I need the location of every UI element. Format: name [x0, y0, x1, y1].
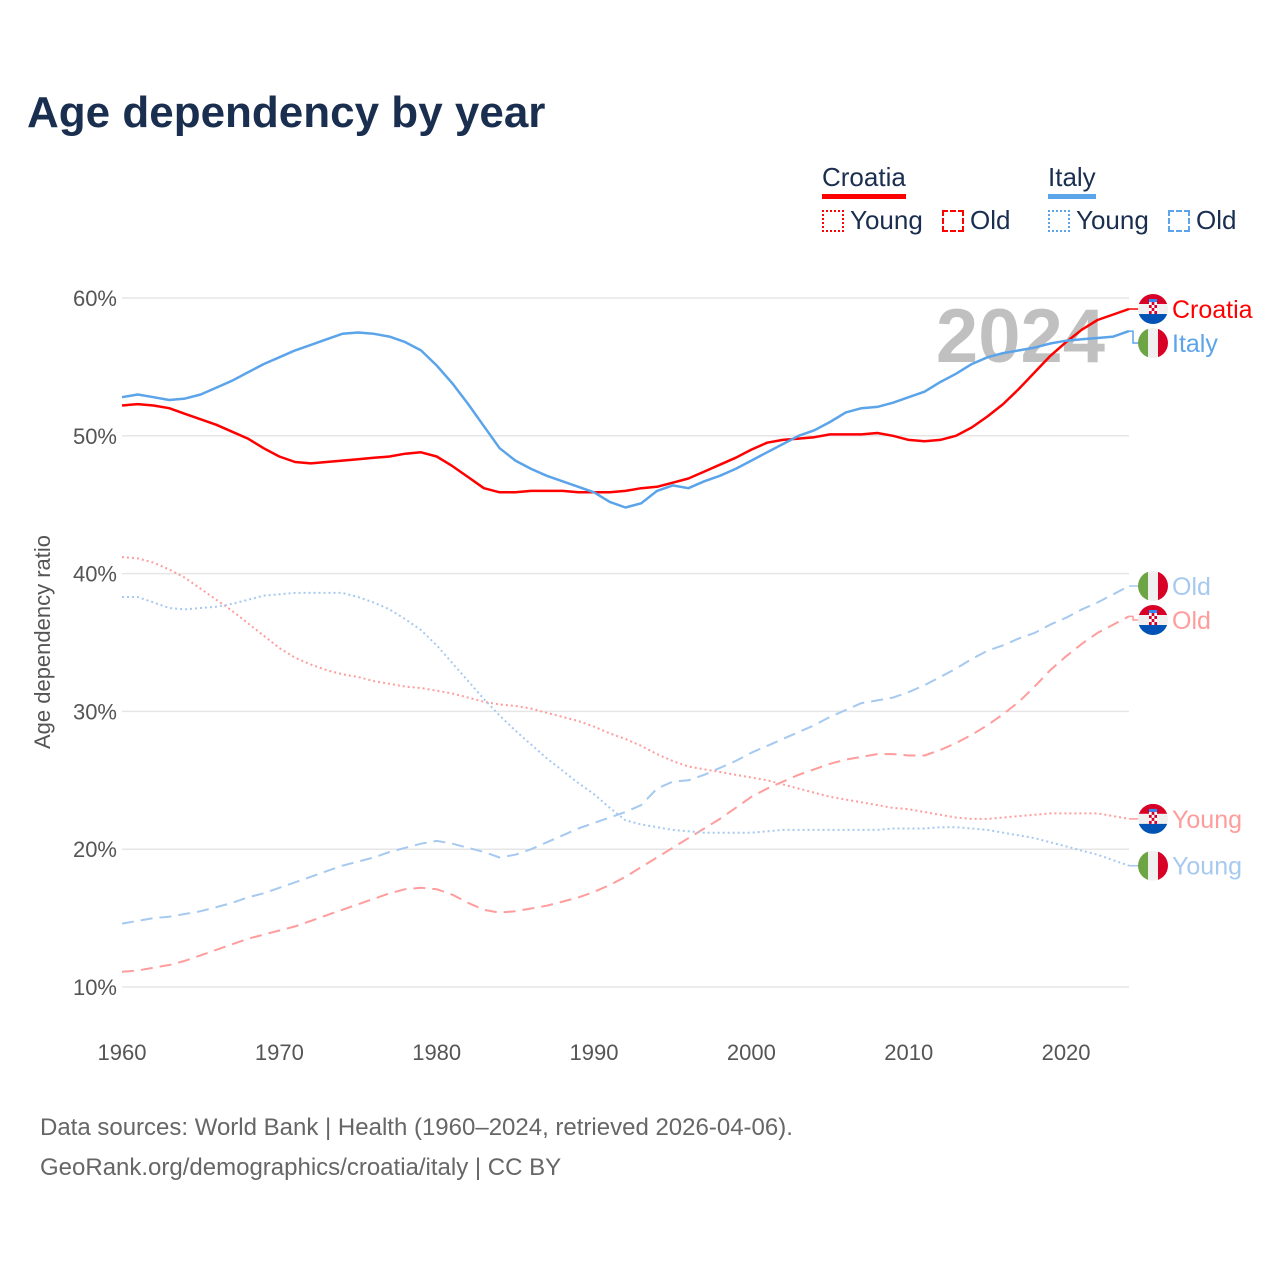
dashed-swatch-icon — [1168, 209, 1190, 232]
legend-italy-old[interactable]: Old — [1168, 205, 1236, 236]
flag-red — [1158, 328, 1168, 359]
series-line-italy — [121, 329, 1130, 509]
flag-checker — [1154, 613, 1158, 617]
end-label: Old — [1172, 573, 1211, 601]
y-tick-label: 50% — [73, 424, 117, 449]
flag-checker — [1149, 619, 1152, 623]
end-label: Young — [1172, 853, 1242, 881]
legend-croatia-old[interactable]: Old — [942, 205, 1010, 236]
flag-checker — [1149, 817, 1152, 821]
italy-flag-icon — [1138, 571, 1168, 602]
flag-blue — [1138, 823, 1168, 834]
flag-checker — [1154, 817, 1158, 821]
legend-label: Old — [970, 205, 1011, 235]
y-tick-label: 10% — [73, 975, 117, 1000]
label-connector — [1129, 330, 1139, 344]
flag-body — [1138, 850, 1168, 881]
end-label: Young — [1172, 806, 1242, 834]
flag-blue — [1138, 625, 1168, 636]
end-label: Italy — [1172, 330, 1218, 358]
y-axis-label: Age dependency ratio — [30, 535, 55, 749]
y-tick-label: 30% — [73, 699, 117, 724]
dotted-swatch-icon — [1048, 209, 1070, 232]
legend-croatia-line — [822, 194, 906, 199]
legend-croatia[interactable]: Croatia — [822, 162, 906, 199]
flag-green — [1138, 850, 1148, 881]
series-line-croatia — [121, 307, 1130, 494]
legend-italy-young[interactable]: Young — [1048, 205, 1149, 236]
flag-green — [1138, 571, 1148, 602]
italy-flag-icon — [1138, 850, 1168, 881]
y-tick-label: 60% — [73, 286, 117, 311]
flag-crown — [1149, 808, 1157, 812]
flag-body — [1138, 328, 1168, 359]
end-label: Croatia — [1172, 296, 1253, 324]
flag-body — [1138, 294, 1168, 325]
flag-body — [1138, 605, 1168, 636]
flag-blue — [1138, 314, 1168, 325]
flag-body — [1138, 803, 1168, 834]
legend-croatia-young[interactable]: Young — [822, 205, 923, 236]
flag-crown — [1149, 299, 1157, 303]
legend-croatia-label: Croatia — [822, 162, 906, 192]
flag-crown — [1149, 610, 1157, 614]
dashed-swatch-icon — [942, 209, 964, 232]
label-connector — [1129, 615, 1139, 621]
series-line-croatia-young — [121, 556, 1130, 820]
flag-green — [1138, 328, 1148, 359]
legend-label: Old — [1196, 205, 1237, 235]
flag-body — [1138, 571, 1168, 602]
italy-flag-icon — [1138, 328, 1168, 359]
footer: Data sources: World Bank | Health (1960–… — [40, 1108, 793, 1188]
flag-white — [1148, 328, 1158, 359]
series-line-italy-young — [122, 591, 1130, 867]
end-label: Old — [1172, 607, 1211, 635]
series-line-italy-old — [121, 585, 1130, 925]
croatia-flag-icon — [1138, 605, 1168, 636]
flag-checker — [1154, 811, 1158, 815]
chart-title: Age dependency by year — [27, 88, 546, 137]
series-line-croatia-old — [121, 615, 1130, 973]
flag-checker — [1149, 613, 1152, 617]
flag-checker — [1151, 305, 1155, 309]
x-tick-label: 1960 — [98, 1040, 147, 1065]
legend-label: Young — [1076, 205, 1149, 235]
x-tick-label: 1980 — [412, 1040, 461, 1065]
year-watermark: 2024 — [936, 294, 1105, 379]
flag-checker — [1149, 308, 1152, 312]
data-sources: Data sources: World Bank | Health (1960–… — [40, 1114, 793, 1141]
flag-red — [1158, 571, 1168, 602]
x-tick-label: 1970 — [255, 1040, 304, 1065]
flag-checker — [1151, 311, 1155, 315]
flag-white — [1148, 850, 1158, 881]
y-tick-label: 20% — [73, 837, 117, 862]
flag-checker — [1154, 619, 1158, 623]
legend-italy-line — [1048, 194, 1096, 199]
x-tick-label: 2020 — [1042, 1040, 1091, 1065]
flag-checker — [1154, 308, 1158, 312]
flag-red — [1158, 850, 1168, 881]
croatia-flag-icon — [1138, 803, 1168, 834]
flag-checker — [1151, 616, 1155, 620]
y-tick-label: 40% — [73, 562, 117, 587]
flag-checker — [1149, 302, 1152, 306]
croatia-flag-icon — [1138, 294, 1168, 325]
legend-italy-label: Italy — [1048, 162, 1096, 192]
flag-checker — [1149, 811, 1152, 815]
flag-white — [1148, 571, 1158, 602]
legend-italy[interactable]: Italy — [1048, 162, 1096, 199]
legend-label: Young — [850, 205, 923, 235]
flag-checker — [1154, 302, 1158, 306]
dotted-swatch-icon — [822, 209, 844, 232]
flag-checker — [1151, 622, 1155, 626]
flag-checker — [1151, 820, 1155, 824]
x-tick-label: 2000 — [727, 1040, 776, 1065]
flag-checker — [1151, 814, 1155, 818]
x-tick-label: 1990 — [570, 1040, 619, 1065]
x-tick-label: 2010 — [884, 1040, 933, 1065]
source-link[interactable]: GeoRank.org/demographics/croatia/italy |… — [40, 1154, 562, 1181]
